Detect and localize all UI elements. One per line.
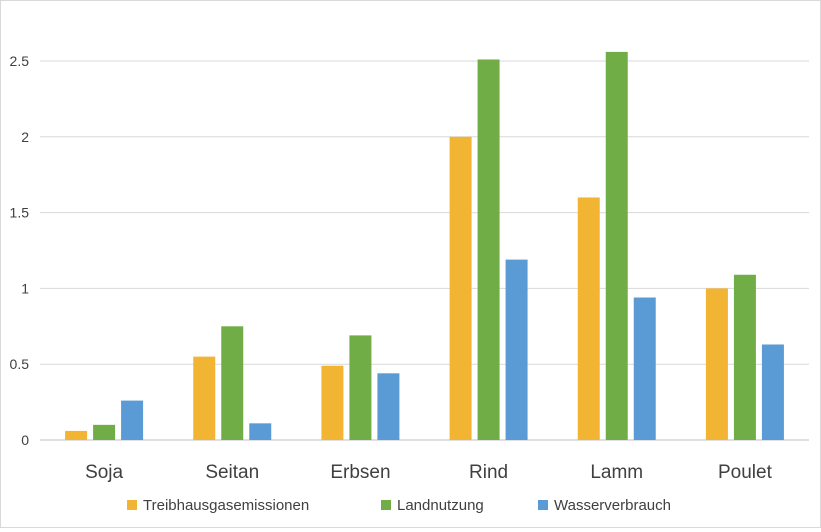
legend-label: Landnutzung: [397, 497, 484, 514]
bar-treibhausgasemissionen-lamm: [577, 197, 600, 440]
bar-wasserverbrauch-rind: [505, 259, 528, 440]
bar-treibhausgasemissionen-rind: [449, 136, 472, 441]
bar-treibhausgasemissionen-erbsen: [321, 365, 344, 440]
y-tick-label: 0.5: [10, 356, 30, 372]
y-tick-label: 0: [21, 432, 29, 448]
x-category-label: Erbsen: [330, 462, 390, 483]
legend-label: Wasserverbrauch: [554, 497, 671, 514]
bar-landnutzung-lamm: [605, 51, 628, 441]
legend-swatch: [538, 500, 548, 510]
bar-treibhausgasemissionen-poulet: [705, 288, 728, 440]
bar-treibhausgasemissionen-seitan: [193, 356, 216, 440]
bar-wasserverbrauch-erbsen: [377, 373, 400, 440]
legend-swatch: [381, 500, 391, 510]
bar-wasserverbrauch-lamm: [633, 297, 656, 440]
legend: Treibhausgasemissionen Landnutzung Wasserv…: [127, 497, 671, 514]
bar-landnutzung-erbsen: [349, 335, 372, 440]
x-axis-categories: Soja Seitan Erbsen Rind Lamm Poulet: [85, 462, 773, 483]
bar-treibhausgasemissionen-soja: [65, 430, 88, 440]
y-axis-ticks: 0 0.5 1 1.5 2 2.5: [10, 53, 30, 448]
legend-swatch: [127, 500, 137, 510]
bar-wasserverbrauch-soja: [121, 400, 144, 440]
legend-label: Treibhausgasemissionen: [143, 497, 309, 514]
x-category-label: Rind: [469, 462, 508, 483]
bar-landnutzung-seitan: [221, 326, 244, 440]
y-tick-label: 1.5: [10, 205, 30, 221]
y-tick-label: 2.5: [10, 53, 30, 69]
bar-wasserverbrauch-seitan: [249, 423, 272, 440]
gridlines: [40, 60, 809, 441]
bar-landnutzung-rind: [477, 59, 500, 440]
x-category-label: Soja: [85, 462, 123, 483]
y-tick-label: 1: [21, 280, 29, 296]
bar-landnutzung-poulet: [733, 274, 756, 440]
y-tick-label: 2: [21, 129, 29, 145]
x-category-label: Poulet: [718, 462, 773, 483]
bars: [65, 51, 784, 441]
bar-landnutzung-soja: [93, 424, 116, 440]
bar-wasserverbrauch-poulet: [761, 344, 784, 440]
x-category-label: Seitan: [205, 462, 259, 483]
x-category-label: Lamm: [590, 462, 643, 483]
